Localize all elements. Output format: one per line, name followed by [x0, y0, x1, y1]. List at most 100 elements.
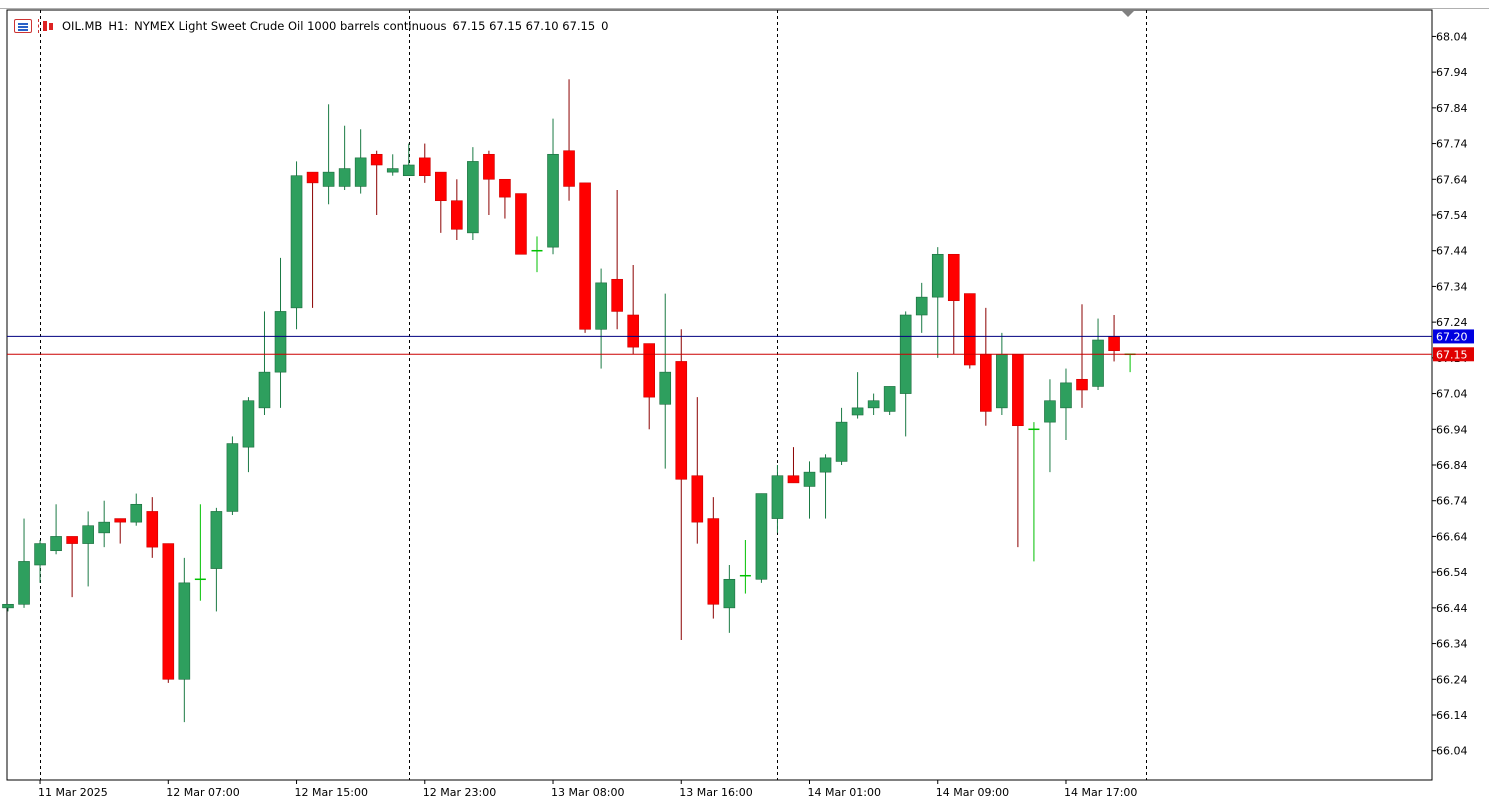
candle[interactable]	[531, 236, 543, 273]
ask-price-tag-text: 67.15	[1436, 348, 1468, 361]
time-tick-label: 13 Mar 08:00	[551, 786, 624, 799]
candle[interactable]	[306, 171, 319, 308]
candle[interactable]	[226, 436, 239, 515]
candle[interactable]	[739, 540, 751, 594]
price-tick-label: 67.24	[1436, 316, 1468, 329]
candle[interactable]	[242, 397, 255, 473]
candle[interactable]	[755, 493, 768, 583]
candle-body	[1108, 336, 1120, 352]
price-tick-label: 67.74	[1436, 138, 1468, 151]
candle[interactable]	[643, 343, 656, 430]
candle[interactable]	[515, 193, 527, 255]
candle[interactable]	[723, 565, 736, 633]
candle[interactable]	[274, 257, 287, 408]
candle[interactable]	[691, 397, 704, 544]
candle[interactable]	[659, 293, 672, 469]
candle-body	[883, 386, 896, 412]
price-tick-label: 67.04	[1436, 388, 1468, 401]
chart-info-bar: OIL.MB H1: NYMEX Light Sweet Crude Oil 1…	[14, 17, 615, 35]
price-tick-label: 67.64	[1436, 173, 1468, 186]
candle-body	[467, 161, 479, 234]
candle-body	[402, 164, 415, 177]
candle[interactable]	[835, 407, 848, 465]
candle[interactable]	[803, 461, 816, 519]
chart-shift-marker-icon[interactable]	[1122, 11, 1134, 17]
candle-body	[787, 475, 800, 484]
candle-body	[707, 518, 720, 605]
plot-area[interactable]	[6, 9, 1433, 781]
candle-body	[338, 168, 351, 187]
candle[interactable]	[82, 511, 94, 587]
candle[interactable]	[947, 253, 960, 355]
candle[interactable]	[867, 393, 880, 415]
candle[interactable]	[963, 293, 976, 369]
price-tick-label: 67.54	[1436, 209, 1468, 222]
candle-body	[258, 371, 271, 409]
candle[interactable]	[547, 118, 559, 255]
candle[interactable]	[290, 161, 303, 330]
candle-body	[963, 293, 976, 366]
candle[interactable]	[402, 143, 415, 177]
candle[interactable]	[1044, 379, 1056, 473]
candle[interactable]	[1028, 422, 1040, 562]
candle[interactable]	[162, 543, 175, 683]
candle-body	[835, 421, 848, 462]
candle-body	[274, 311, 287, 373]
candle[interactable]	[178, 557, 191, 723]
candle[interactable]	[579, 182, 591, 333]
candle[interactable]	[386, 154, 399, 176]
bars-icon[interactable]	[38, 19, 56, 33]
candle[interactable]	[595, 268, 607, 369]
candle[interactable]	[370, 150, 383, 215]
candle[interactable]	[931, 247, 944, 358]
candle[interactable]	[114, 518, 127, 544]
candle[interactable]	[194, 504, 206, 601]
candle[interactable]	[883, 386, 896, 415]
candle[interactable]	[338, 125, 351, 190]
chart-type-icon[interactable]	[14, 19, 32, 33]
candle[interactable]	[851, 372, 864, 419]
candle[interactable]	[435, 171, 447, 233]
candle[interactable]	[675, 329, 688, 640]
candle[interactable]	[467, 147, 479, 240]
candle-body	[210, 511, 223, 569]
candle[interactable]	[354, 129, 367, 194]
candle[interactable]	[1060, 368, 1072, 440]
candle[interactable]	[418, 143, 431, 183]
ohlc-values: 67.15 67.15 67.10 67.15	[452, 19, 596, 33]
candle[interactable]	[130, 493, 143, 526]
candle[interactable]	[563, 79, 575, 201]
candle[interactable]	[787, 447, 800, 484]
candle-body	[563, 150, 575, 187]
candle[interactable]	[2, 603, 14, 612]
candle[interactable]	[50, 504, 62, 555]
candle[interactable]	[98, 500, 110, 548]
candle[interactable]	[1076, 304, 1088, 408]
candle-body	[947, 253, 960, 302]
candle-body	[98, 521, 110, 534]
candle[interactable]	[451, 179, 463, 240]
time-tick-label: 14 Mar 17:00	[1064, 786, 1137, 799]
candle[interactable]	[915, 282, 928, 333]
candle-body	[451, 200, 463, 230]
candle[interactable]	[322, 104, 335, 205]
candle[interactable]	[210, 507, 223, 612]
candle[interactable]	[627, 265, 639, 355]
candle-body	[50, 536, 62, 552]
candle[interactable]	[258, 311, 271, 415]
candle[interactable]	[146, 497, 159, 558]
candle[interactable]	[483, 150, 495, 215]
price-tick-label: 67.94	[1436, 66, 1468, 79]
candle-body	[819, 457, 832, 473]
candle[interactable]	[34, 540, 46, 583]
candle[interactable]	[18, 518, 30, 608]
candle[interactable]	[707, 497, 720, 619]
candle[interactable]	[66, 536, 78, 598]
candle[interactable]	[499, 178, 511, 219]
candle[interactable]	[819, 454, 832, 519]
candle[interactable]	[771, 465, 784, 533]
candle-body	[114, 518, 127, 523]
candle[interactable]	[611, 190, 623, 330]
